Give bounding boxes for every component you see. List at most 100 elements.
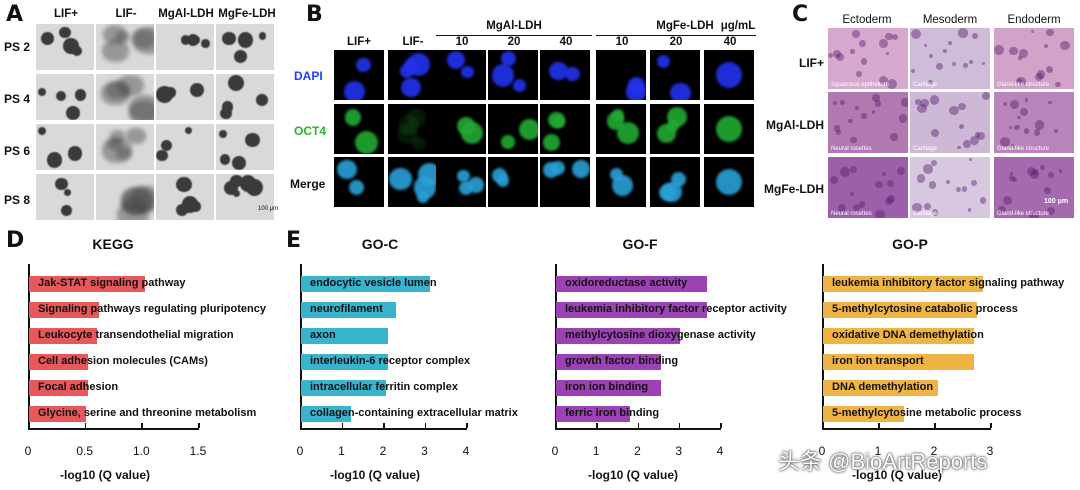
tissue-texture	[958, 28, 968, 38]
tissue-texture	[1002, 196, 1013, 206]
chart-x-tick	[84, 423, 87, 428]
diffuse-colony	[128, 94, 154, 120]
colony-spheroid	[59, 26, 71, 39]
fluorescence-image	[388, 50, 438, 100]
tissue-texture	[1018, 55, 1022, 60]
colony-spheroid	[68, 146, 83, 161]
stained-colony	[551, 115, 565, 129]
tissue-texture	[1025, 98, 1029, 102]
tissue-texture	[1043, 44, 1049, 49]
diffuse-colony	[101, 81, 130, 105]
diffuse-colony	[101, 137, 133, 163]
colony-spheroid	[181, 35, 191, 45]
tissue-texture	[1009, 171, 1013, 176]
chart-bar	[556, 380, 662, 396]
panel-b-unit: μg/mL	[720, 20, 756, 32]
colony-spheroid	[245, 133, 260, 148]
panel-label-a: A	[6, 2, 24, 27]
tissue-texture	[851, 29, 860, 38]
panel-b-dose: 10	[615, 36, 629, 48]
fluorescence-image	[596, 104, 646, 154]
tissue-texture	[835, 52, 844, 62]
histology-caption: Gland-like structure	[997, 211, 1050, 217]
tissue-texture	[970, 180, 977, 187]
tissue-texture	[840, 100, 845, 105]
tissue-texture	[963, 62, 969, 68]
tissue-texture	[885, 197, 894, 206]
tissue-texture	[1037, 70, 1046, 79]
tissue-texture	[832, 49, 842, 59]
chart-bar	[556, 354, 662, 370]
colony-spheroid	[234, 49, 248, 63]
tissue-texture	[911, 29, 922, 40]
tissue-texture	[1008, 175, 1014, 181]
chart-title: GO-C	[361, 236, 399, 252]
tissue-texture	[962, 186, 968, 192]
tissue-texture	[835, 129, 842, 136]
histology-image: Squamous epithelium	[828, 28, 908, 89]
fluorescence-image	[650, 104, 700, 154]
tissue-texture	[914, 98, 922, 106]
tissue-texture	[928, 181, 937, 189]
brightfield-image	[156, 74, 214, 120]
tissue-texture	[879, 75, 889, 86]
tissue-texture	[858, 201, 866, 208]
brightfield-image	[216, 24, 274, 70]
histology-caption: Neural rosettes	[831, 146, 872, 152]
tissue-texture	[874, 100, 882, 107]
tissue-texture	[875, 180, 883, 188]
colony-spheroid	[232, 189, 241, 198]
chart-title: KEGG	[92, 236, 134, 252]
chart-bar	[823, 302, 977, 318]
histology-image: Cartilage	[910, 28, 990, 89]
stained-colony	[461, 65, 474, 79]
tissue-texture	[946, 179, 951, 184]
fluorescence-image	[334, 157, 384, 207]
fluorescence-image	[334, 104, 384, 154]
brightfield-image	[96, 174, 154, 220]
diffuse-colony	[132, 29, 154, 48]
panel-a-col-header: LIF-	[115, 8, 137, 20]
chart-x-tick	[141, 423, 143, 428]
tissue-texture	[1047, 207, 1056, 216]
chart-bar-label: 5-methylcytosine metabolic process	[832, 407, 1022, 419]
chart-x-axis	[822, 428, 991, 430]
chart-x-axis-label: -log10 (Q value)	[852, 468, 943, 482]
stained-colony	[716, 116, 742, 142]
chart-y-axis	[822, 264, 824, 428]
tissue-texture	[1016, 76, 1027, 87]
chart-bar-label: collagen-containing extracellular matrix	[310, 407, 518, 419]
chart-bar-label: neurofilament	[310, 303, 383, 315]
tissue-texture	[967, 207, 972, 212]
chart-bar	[301, 406, 351, 422]
tissue-texture	[1035, 72, 1044, 81]
histology-caption: Neural rosettes	[831, 211, 872, 217]
chart-bar	[29, 380, 88, 396]
colony-spheroid	[156, 86, 173, 103]
stained-colony	[716, 169, 742, 195]
brightfield-image	[216, 74, 274, 120]
panel-c-col-header: Endoderm	[1007, 14, 1061, 26]
tissue-texture	[1033, 129, 1040, 136]
tissue-texture	[958, 102, 966, 111]
tissue-texture	[1002, 101, 1007, 106]
tissue-texture	[1046, 28, 1054, 37]
tissue-texture	[837, 204, 846, 212]
tissue-texture	[860, 58, 868, 65]
stained-colony	[551, 160, 565, 175]
colony-spheroid	[220, 107, 232, 120]
tissue-texture	[1010, 143, 1014, 147]
panel-a-col-header: LIF+	[54, 8, 78, 20]
tissue-texture	[1014, 124, 1020, 131]
tissue-texture	[927, 80, 933, 85]
chart-bar	[29, 276, 145, 292]
tissue-texture	[875, 210, 885, 218]
chart-x-axis	[555, 428, 721, 430]
tissue-texture	[957, 145, 961, 150]
tissue-texture	[1016, 115, 1021, 120]
chart-y-axis	[555, 264, 557, 428]
stained-colony	[344, 80, 366, 100]
fluorescence-image	[540, 157, 590, 207]
chart-x-tick	[424, 423, 426, 428]
stained-colony	[355, 130, 379, 154]
